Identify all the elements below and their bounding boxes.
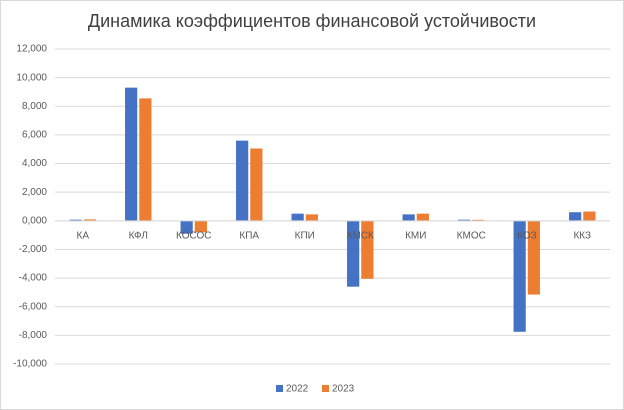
bar xyxy=(569,212,582,221)
x-tick-label: ККЗ xyxy=(573,230,591,241)
y-tick-label: 12,000 xyxy=(16,44,47,55)
bar xyxy=(180,220,193,234)
bar xyxy=(513,220,526,332)
bar xyxy=(361,220,374,279)
bar xyxy=(69,219,82,221)
chart-title: Динамика коэффициентов финансовой устойч… xyxy=(88,11,536,31)
y-tick-label: 6,000 xyxy=(22,130,47,141)
bar xyxy=(458,219,471,221)
x-tick-label: КМОС xyxy=(457,230,486,241)
y-tick-label: 4,000 xyxy=(22,158,47,169)
y-tick-label: -8,000 xyxy=(19,330,48,341)
x-tick-label: КПИ xyxy=(295,230,315,241)
x-tick-label: КОЗ xyxy=(517,230,537,241)
legend-swatch xyxy=(276,385,283,392)
bar xyxy=(139,98,152,221)
bar xyxy=(472,219,485,221)
x-tick-label: КА xyxy=(77,230,90,241)
bar xyxy=(236,140,249,221)
x-tick-label: КФЛ xyxy=(129,230,148,241)
legend-label: 2023 xyxy=(332,384,355,395)
y-tick-label: 8,000 xyxy=(22,101,47,112)
y-tick-label: 10,000 xyxy=(16,72,47,83)
bar xyxy=(347,220,360,287)
bar xyxy=(416,213,429,221)
bar xyxy=(402,214,415,221)
legend-swatch xyxy=(322,385,329,392)
y-tick-label: -2,000 xyxy=(19,244,48,255)
bar xyxy=(583,211,596,221)
x-tick-label: КМИ xyxy=(405,230,426,241)
x-tick-label: КОСОС xyxy=(176,230,212,241)
bar xyxy=(194,220,207,233)
bar xyxy=(125,87,138,221)
y-tick-label: -6,000 xyxy=(19,301,48,312)
y-tick-label: 2,000 xyxy=(22,187,47,198)
bar xyxy=(250,148,263,221)
y-tick-label: -10,000 xyxy=(13,359,47,370)
bar xyxy=(291,213,304,221)
bar xyxy=(305,214,318,221)
y-tick-label: -4,000 xyxy=(19,273,48,284)
x-tick-label: КМСК xyxy=(347,230,374,241)
x-tick-label: КПА xyxy=(239,230,259,241)
y-tick-label: 0,000 xyxy=(22,215,47,226)
bar xyxy=(527,220,540,295)
legend-label: 2022 xyxy=(286,384,309,395)
bar xyxy=(83,219,96,221)
